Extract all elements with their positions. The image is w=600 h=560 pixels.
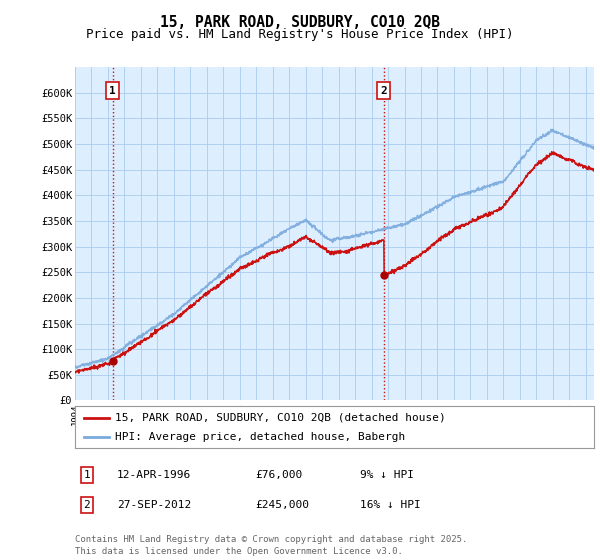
Text: 1: 1 <box>83 470 91 480</box>
Text: 2: 2 <box>380 86 387 96</box>
Text: Contains HM Land Registry data © Crown copyright and database right 2025.
This d: Contains HM Land Registry data © Crown c… <box>75 535 467 556</box>
Text: 16% ↓ HPI: 16% ↓ HPI <box>360 500 421 510</box>
Text: HPI: Average price, detached house, Babergh: HPI: Average price, detached house, Babe… <box>115 432 406 442</box>
Text: 27-SEP-2012: 27-SEP-2012 <box>117 500 191 510</box>
Text: 15, PARK ROAD, SUDBURY, CO10 2QB: 15, PARK ROAD, SUDBURY, CO10 2QB <box>160 15 440 30</box>
Text: Price paid vs. HM Land Registry's House Price Index (HPI): Price paid vs. HM Land Registry's House … <box>86 28 514 41</box>
Text: £76,000: £76,000 <box>255 470 302 480</box>
Text: 2: 2 <box>83 500 91 510</box>
Text: £245,000: £245,000 <box>255 500 309 510</box>
Text: 15, PARK ROAD, SUDBURY, CO10 2QB (detached house): 15, PARK ROAD, SUDBURY, CO10 2QB (detach… <box>115 413 446 423</box>
Text: 12-APR-1996: 12-APR-1996 <box>117 470 191 480</box>
Text: 9% ↓ HPI: 9% ↓ HPI <box>360 470 414 480</box>
Text: 1: 1 <box>109 86 116 96</box>
